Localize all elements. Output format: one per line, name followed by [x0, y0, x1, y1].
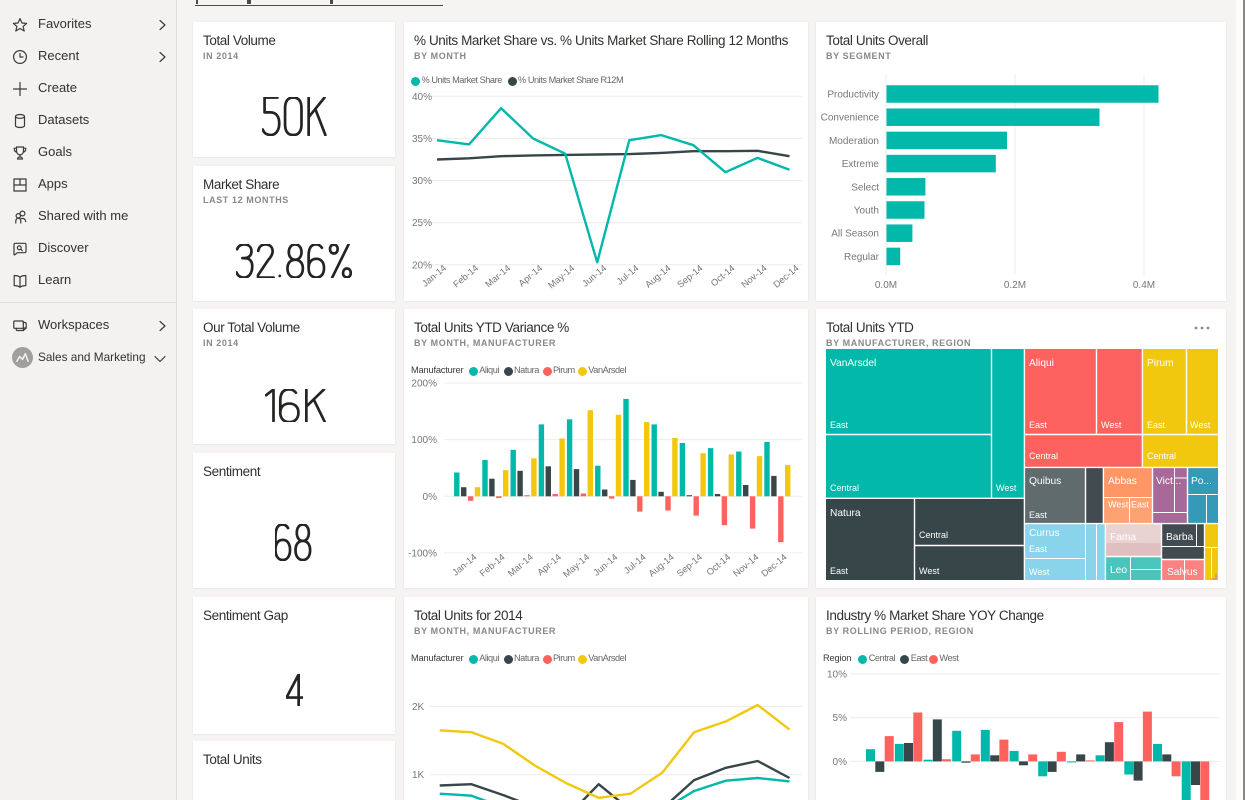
svg-text:East: East: [1029, 420, 1048, 430]
svg-text:Apr-14: Apr-14: [535, 552, 563, 578]
svg-text:Youth: Youth: [854, 206, 879, 217]
svg-text:Productivity: Productivity: [827, 90, 879, 101]
svg-text:Nov-14: Nov-14: [739, 263, 768, 290]
svg-text:Nov-14: Nov-14: [731, 552, 760, 579]
svg-text:40%: 40%: [412, 92, 432, 103]
svg-text:Dec-14: Dec-14: [759, 552, 788, 579]
svg-text:0%: 0%: [423, 492, 438, 503]
svg-text:East: East: [1029, 510, 1048, 520]
svg-text:0.4M: 0.4M: [1133, 280, 1155, 291]
svg-text:30%: 30%: [412, 176, 432, 187]
svg-text:Mar-14: Mar-14: [506, 552, 535, 579]
svg-text:Jan-14: Jan-14: [450, 552, 478, 578]
svg-text:All Season: All Season: [831, 229, 879, 240]
svg-text:Natura: Natura: [830, 508, 861, 519]
svg-text:-100%: -100%: [408, 548, 437, 559]
svg-text:Feb-14: Feb-14: [478, 552, 507, 579]
svg-text:1K: 1K: [412, 770, 425, 781]
svg-text:Central: Central: [919, 530, 948, 540]
svg-text:Dec-14: Dec-14: [771, 263, 800, 290]
svg-text:Aug-14: Aug-14: [647, 552, 676, 579]
svg-text:May-14: May-14: [546, 263, 576, 291]
svg-text:Oct-14: Oct-14: [705, 552, 733, 578]
svg-text:200%: 200%: [411, 379, 437, 390]
svg-text:May-14: May-14: [561, 552, 591, 580]
svg-text:Barba: Barba: [1166, 532, 1194, 543]
svg-text:Salvus: Salvus: [1167, 567, 1198, 578]
svg-text:East: East: [830, 566, 849, 576]
svg-text:West: West: [1190, 420, 1211, 430]
svg-text:Extreme: Extreme: [842, 159, 880, 170]
svg-text:Jul-14: Jul-14: [622, 552, 648, 576]
svg-text:Fama: Fama: [1110, 532, 1136, 543]
svg-text:Select: Select: [851, 182, 879, 193]
svg-text:Central: Central: [830, 483, 859, 493]
svg-text:35%: 35%: [412, 134, 432, 145]
svg-text:Central: Central: [1029, 451, 1058, 461]
svg-text:5%: 5%: [833, 713, 848, 724]
svg-text:West: West: [1101, 420, 1122, 430]
svg-text:Aug-14: Aug-14: [643, 263, 672, 290]
svg-text:Feb-14: Feb-14: [451, 263, 480, 290]
svg-text:Apr-14: Apr-14: [517, 263, 545, 289]
svg-text:East: East: [1029, 544, 1048, 554]
svg-text:0.0M: 0.0M: [875, 280, 897, 291]
svg-text:100%: 100%: [411, 435, 437, 446]
svg-text:Jun-14: Jun-14: [580, 263, 608, 289]
svg-text:Vict...: Vict...: [1156, 476, 1181, 487]
svg-text:Pirum: Pirum: [1147, 358, 1174, 369]
svg-text:Quibus: Quibus: [1029, 476, 1061, 487]
svg-text:Sep-14: Sep-14: [675, 263, 704, 290]
svg-text:Central: Central: [1147, 451, 1176, 461]
svg-text:0.2M: 0.2M: [1004, 280, 1026, 291]
svg-text:VanArsdel: VanArsdel: [830, 358, 876, 369]
svg-text:Jun-14: Jun-14: [591, 552, 619, 578]
svg-text:Po...: Po...: [1191, 476, 1212, 487]
svg-text:East: East: [1147, 420, 1166, 430]
svg-text:0%: 0%: [833, 757, 848, 768]
svg-text:West: West: [1108, 500, 1129, 510]
svg-text:West: West: [919, 566, 940, 576]
svg-text:10%: 10%: [827, 670, 847, 681]
svg-text:Moderation: Moderation: [829, 136, 879, 147]
svg-text:West: West: [1029, 567, 1050, 577]
svg-text:Oct-14: Oct-14: [709, 263, 737, 289]
svg-text:2K: 2K: [412, 702, 425, 713]
svg-text:Jul-14: Jul-14: [615, 263, 641, 287]
svg-text:Convenience: Convenience: [821, 113, 880, 124]
svg-text:West: West: [996, 483, 1017, 493]
svg-text:East: East: [830, 420, 849, 430]
svg-text:Regular: Regular: [844, 252, 880, 263]
svg-text:East: East: [1131, 500, 1150, 510]
svg-text:Abbas: Abbas: [1108, 476, 1137, 487]
svg-text:20%: 20%: [412, 260, 432, 271]
svg-text:Mar-14: Mar-14: [483, 263, 512, 290]
svg-text:25%: 25%: [412, 218, 432, 229]
svg-text:Currus: Currus: [1029, 528, 1060, 539]
svg-text:Sep-14: Sep-14: [675, 552, 704, 579]
svg-text:Leo: Leo: [1110, 565, 1127, 576]
svg-text:Aliqui: Aliqui: [1029, 358, 1054, 369]
